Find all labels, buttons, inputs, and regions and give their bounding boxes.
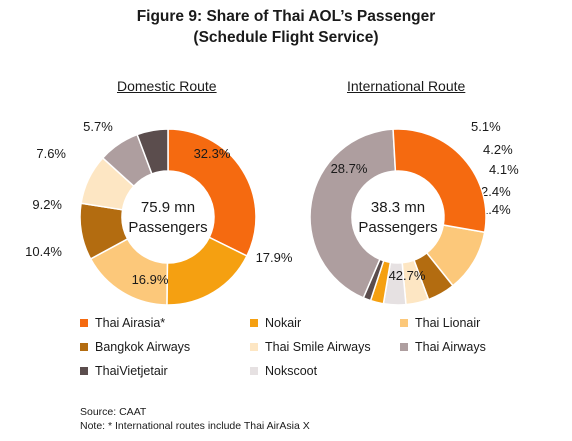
title-line-2: (Schedule Flight Service) — [193, 29, 379, 46]
data-label-nokair: 17.9% — [256, 250, 293, 265]
center-total: 75.9 mn — [141, 199, 195, 216]
data-label-nokscoot: 4.1% — [489, 162, 519, 177]
data-label-thaivietjetair: 5.7% — [83, 119, 113, 134]
source-note: Source: CAAT — [80, 406, 147, 418]
slice-thai-airasia — [392, 128, 487, 234]
footnote: Note: * International routes include Tha… — [80, 420, 310, 432]
center-caption: Passengers — [128, 219, 207, 236]
international-subtitle: International Route — [347, 78, 466, 94]
title-line-1: Figure 9: Share of Thai AOL’s Passenger — [136, 8, 436, 25]
slice-thai-airasia — [167, 128, 257, 257]
data-label-bangkok-airways: 5.1% — [471, 119, 501, 134]
domestic-subtitle: Domestic Route — [117, 78, 217, 94]
data-label-thai-smile-airways: 9.2% — [32, 197, 62, 212]
slice-thai-airways — [309, 128, 397, 299]
data-label-nokair: 2.4% — [481, 184, 511, 199]
data-label-thai-airasia: 28.7% — [331, 161, 368, 176]
data-label-thai-smile-airways: 4.2% — [483, 142, 513, 157]
center-total: 38.3 mn — [371, 199, 425, 216]
data-label-thaivietjetair: 1.4% — [481, 202, 511, 217]
data-label-thai-lionair: 16.9% — [132, 272, 169, 287]
domestic-donut: 32.3% 17.9% 16.9% 10.4% 9.2% 7.6% 5.7% 75.9 mn P… — [25, 119, 293, 306]
international-donut: 11.5%5.1%4.2%4.1%2.4%1.4%42.7%28.7%38.3 … — [309, 119, 519, 306]
slice-thaivietjetair — [136, 128, 169, 175]
data-label-thai-airways: 7.6% — [36, 146, 66, 161]
chart-title: Figure 9: Share of Thai AOL’s Passenger … — [0, 6, 572, 48]
data-label-bangkok-airways: 10.4% — [25, 244, 62, 259]
data-label-thai-airasia: 32.3% — [194, 146, 231, 161]
center-caption: Passengers — [358, 219, 437, 236]
data-label-thai-airways: 42.7% — [389, 268, 426, 283]
